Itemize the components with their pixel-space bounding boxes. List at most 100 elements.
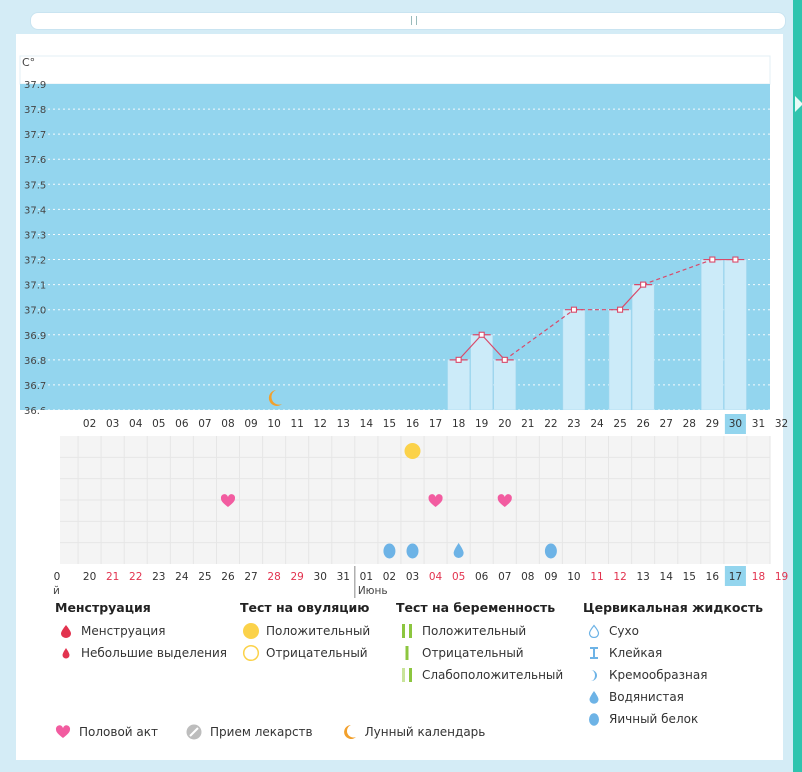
temperature-point (640, 281, 647, 288)
date-label: 26 (221, 571, 235, 583)
small-blood-drop-icon (55, 647, 77, 659)
legend-label: Лунный календарь (364, 725, 486, 739)
legend-label: Половой акт (79, 725, 158, 739)
heart-icon (55, 725, 71, 738)
temperature-line-segment (619, 284, 644, 311)
cycle-day-label: 13 (337, 418, 350, 430)
watery-drop-icon (583, 690, 605, 704)
date-label: 04 (429, 571, 443, 583)
cycle-day-label: 32 (775, 418, 788, 430)
temperature-line-segment (481, 334, 506, 361)
unit-header-strip (19, 55, 771, 85)
temperature-point (732, 256, 739, 263)
date-label: 20 (83, 571, 96, 583)
pill-icon (186, 724, 202, 740)
legend-label: Яичный белок (609, 712, 699, 726)
cycle-day-label: 04 (129, 418, 143, 430)
date-label: 11 (590, 571, 603, 583)
legend-item: Слабоположительный (396, 664, 563, 686)
legend-item: Отрицательный (396, 642, 563, 664)
date-label: 08 (521, 571, 534, 583)
heart-marker (220, 494, 236, 507)
expand-panel-arrow-icon[interactable] (795, 96, 802, 112)
legend-pregnancy-title: Тест на беременность (396, 600, 556, 615)
blood-drop-icon (55, 624, 77, 638)
y-tick-label: 36.8 (24, 356, 46, 367)
pregnancy-weak-positive-icon (396, 667, 418, 683)
temperature-line-segment (504, 309, 575, 361)
date-label: 03 (406, 571, 419, 583)
y-tick-label: 37.5 (24, 180, 46, 191)
legend-label: Положительный (266, 624, 371, 638)
cycle-day-label: 15 (383, 418, 396, 430)
horizontal-scrollbar[interactable] (30, 12, 786, 30)
legend-item: Лунный календарь (341, 724, 486, 740)
temperature-bar (631, 284, 655, 411)
cycle-day-label: 03 (106, 418, 119, 430)
y-tick-label: 37.7 (24, 130, 46, 141)
legend-menstruation-title: Менструация (55, 600, 151, 615)
legend-item: Положительный (396, 620, 563, 642)
legend-menstruation: Менструация Менструация Небольшие выделе… (55, 600, 227, 664)
legend-item: Сухо (583, 620, 763, 642)
temperature-bar (470, 334, 493, 411)
cycle-day-label: 30 (729, 418, 742, 430)
y-tick-label: 37.1 (24, 281, 46, 292)
y-tick-label: 37.8 (24, 105, 46, 116)
date-label: 24 (175, 571, 189, 583)
cycle-day-label: 21 (521, 418, 534, 430)
legend-label: Менструация (81, 624, 166, 638)
pregnancy-positive-icon (396, 623, 418, 639)
legend-item: Менструация (55, 620, 227, 642)
temperature-bar (608, 309, 632, 411)
cycle-day-label: 31 (752, 418, 765, 430)
date-label: 21 (106, 571, 119, 583)
date-axis (40, 564, 770, 588)
date-label: 01 (360, 571, 373, 583)
temperature-bar (493, 359, 517, 411)
y-tick-label: 37.0 (24, 306, 46, 317)
cycle-day-label: 09 (244, 418, 257, 430)
date-label: 18 (752, 571, 765, 583)
legend-item: Положительный (240, 620, 370, 642)
legend-pregnancy: Тест на беременность Положительный Отриц… (396, 600, 563, 686)
legend-label: Водянистая (609, 690, 684, 704)
temperature-bar (562, 309, 586, 411)
date-label: 30 (314, 571, 327, 583)
creamy-icon (583, 668, 605, 682)
legend-other: Половой акт Прием лекарств Лунный календ… (55, 724, 513, 740)
date-label: 02 (383, 571, 396, 583)
temperature-chart: C° 37.9 37.8 37.7 37.6 37.5 37.4 37.3 37.2 37.1 37… (19, 55, 788, 598)
date-label: 17 (729, 571, 742, 583)
temperature-point (501, 356, 508, 363)
egg-white-icon (583, 712, 605, 726)
temperature-point (617, 306, 624, 313)
legend-item: Половой акт (55, 725, 158, 739)
date-label: 13 (636, 571, 649, 583)
date-label: 27 (244, 571, 257, 583)
dry-drop-icon (583, 624, 605, 638)
date-highlight (724, 566, 746, 586)
cycle-day-label: 02 (83, 418, 96, 430)
temperature-point (455, 356, 462, 363)
cycle-day-label: 23 (567, 418, 580, 430)
ovulation-positive-marker (404, 443, 421, 459)
temperature-bar (724, 259, 747, 411)
temperature-point (478, 331, 485, 338)
legend-item: Небольшие выделения (55, 642, 227, 664)
legend-item: Прием лекарств (186, 724, 313, 740)
cycle-day-label: 18 (452, 418, 465, 430)
cycle-day-label: 11 (290, 418, 303, 430)
cycle-day-label: 28 (683, 418, 696, 430)
cycle-day-label: 25 (613, 418, 626, 430)
legend-cervical-fluid: Цервикальная жидкость Сухо Клейкая Кремо… (583, 600, 763, 730)
scrollbar-grip[interactable] (411, 16, 417, 25)
cycle-day-label: 06 (175, 418, 189, 430)
date-label: 06 (475, 571, 489, 583)
cycle-day-label: 12 (314, 418, 327, 430)
plot-area (20, 84, 770, 410)
cycle-day-label: 05 (152, 418, 165, 430)
temperature-line-segment (642, 258, 713, 286)
legend-ovulation-title: Тест на овуляцию (240, 600, 370, 615)
legend-item: Отрицательный (240, 642, 370, 664)
